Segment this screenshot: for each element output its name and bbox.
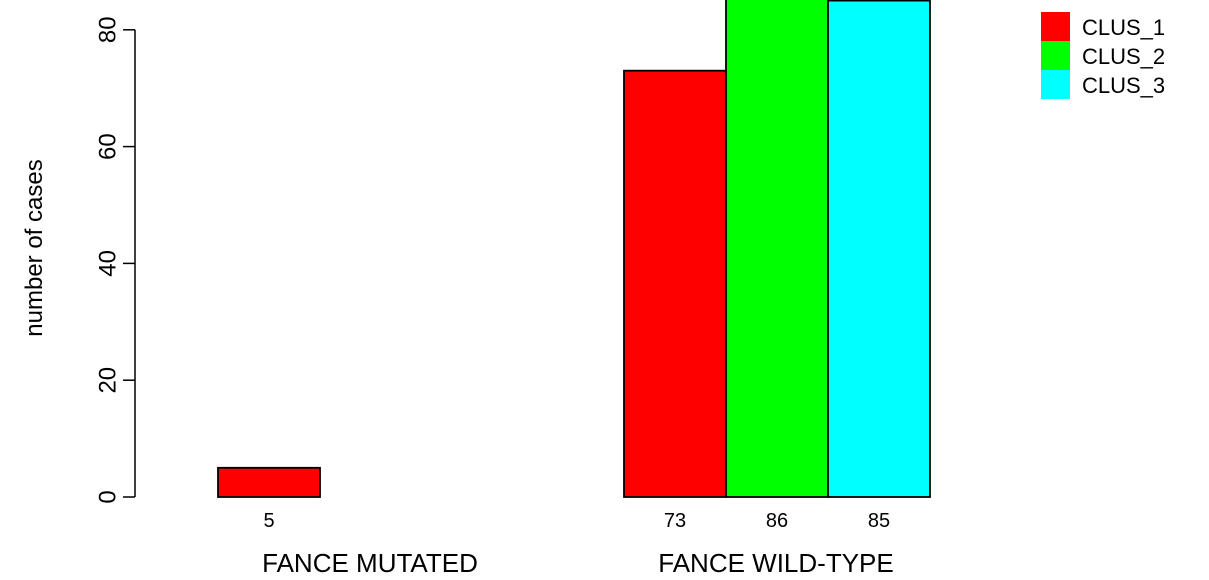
bar-clus-2-1 (725, 0, 829, 498)
bar-clus-1-1 (623, 69, 727, 498)
y-tick-label: 60 (94, 133, 121, 160)
y-axis: 0 20 40 60 80 (94, 16, 136, 504)
bar-clus-1-0 (217, 466, 321, 498)
bars-layer: 5 73 86 85 (217, 0, 931, 532)
bar-value-label: 85 (868, 510, 890, 532)
legend-swatch (1041, 12, 1070, 41)
legend-swatch (1041, 70, 1070, 99)
x-category-label: FANCE MUTATED (262, 548, 478, 578)
x-category-label: FANCE WILD-TYPE (658, 548, 893, 578)
legend-label: CLUS_3 (1082, 73, 1165, 98)
legend-swatch (1041, 41, 1070, 70)
y-axis-label: number of cases (21, 159, 48, 336)
y-tick-label: 40 (94, 250, 121, 277)
bar-value-label: 86 (766, 510, 788, 532)
y-tick-label: 80 (94, 16, 121, 43)
bar-value-label: 5 (263, 510, 274, 532)
y-tick-label: 20 (94, 367, 121, 394)
y-tick-label: 0 (94, 490, 121, 503)
legend-label: CLUS_1 (1082, 15, 1165, 40)
legend-label: CLUS_2 (1082, 44, 1165, 69)
x-axis-labels: FANCE MUTATED FANCE WILD-TYPE (262, 548, 894, 578)
bar-value-label: 73 (664, 510, 686, 532)
bar-clus-3-1 (827, 0, 931, 498)
legend: CLUS_1 CLUS_2 CLUS_3 (1041, 12, 1165, 99)
